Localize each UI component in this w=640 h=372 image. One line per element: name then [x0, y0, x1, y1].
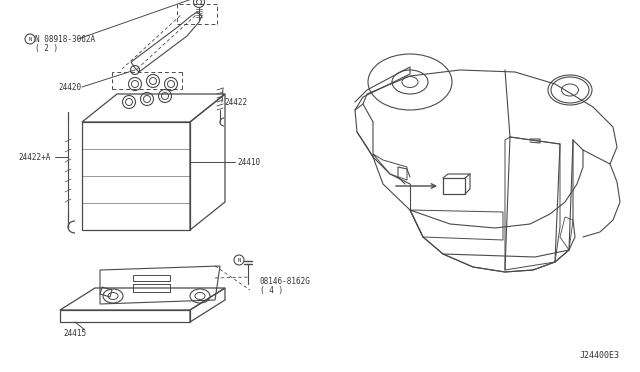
Text: N: N	[237, 257, 241, 263]
Text: 24410: 24410	[237, 157, 260, 167]
Bar	[443, 178, 465, 194]
Text: 24420: 24420	[58, 83, 81, 92]
Text: N: N	[28, 36, 31, 42]
Text: N 08918-3062A: N 08918-3062A	[35, 35, 95, 44]
Text: ( 4 ): ( 4 )	[260, 286, 283, 295]
Text: 08146-8162G: 08146-8162G	[260, 278, 311, 286]
Text: J24400E3: J24400E3	[580, 351, 620, 360]
Text: 24422: 24422	[224, 97, 247, 106]
Text: 24415: 24415	[63, 330, 86, 339]
Text: 24422+A: 24422+A	[18, 153, 51, 161]
Text: ( 2 ): ( 2 )	[35, 44, 58, 52]
